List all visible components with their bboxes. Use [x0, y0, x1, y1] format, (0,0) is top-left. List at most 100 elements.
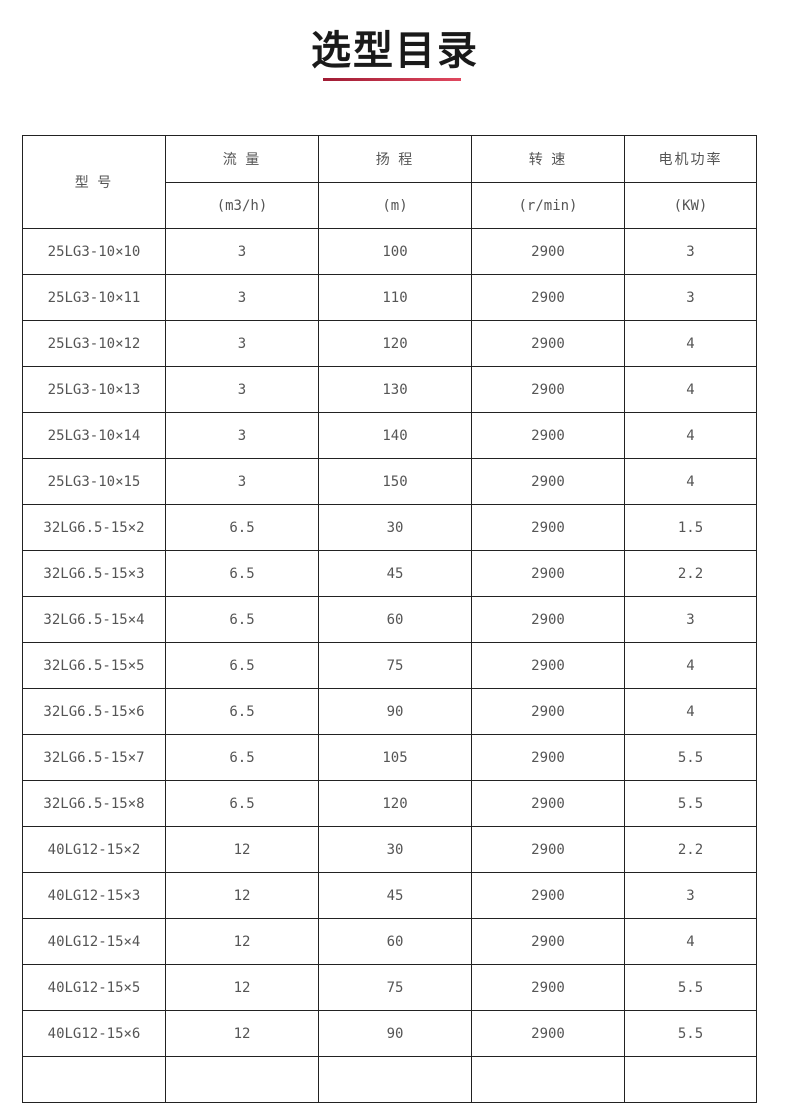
table-row: 25LG3-10×13 3 130 2900 4	[22, 366, 757, 413]
unit-speed: (r/min)	[471, 182, 625, 229]
cell-power: 4	[624, 642, 757, 689]
table-row: 40LG12-15×4 12 60 2900 4	[22, 918, 757, 965]
cell-speed: 2900	[471, 274, 625, 321]
empty-cell	[22, 1056, 166, 1103]
cell-model: 25LG3-10×12	[22, 320, 166, 367]
cell-speed: 2900	[471, 596, 625, 643]
cell-power: 5.5	[624, 964, 757, 1011]
cell-head: 90	[318, 688, 472, 735]
unit-power: (KW)	[624, 182, 757, 229]
cell-power: 3	[624, 228, 757, 275]
cell-speed: 2900	[471, 504, 625, 551]
empty-cell	[165, 1056, 319, 1103]
empty-cell	[624, 1056, 757, 1103]
table-row: 25LG3-10×11 3 110 2900 3	[22, 274, 757, 321]
cell-head: 75	[318, 964, 472, 1011]
header-speed: 转 速	[471, 135, 625, 183]
cell-model: 25LG3-10×10	[22, 228, 166, 275]
table-row: 25LG3-10×12 3 120 2900 4	[22, 320, 757, 367]
empty-cell	[471, 1056, 625, 1103]
cell-head: 75	[318, 642, 472, 689]
cell-speed: 2900	[471, 918, 625, 965]
table-row: 25LG3-10×14 3 140 2900 4	[22, 412, 757, 459]
cell-speed: 2900	[471, 366, 625, 413]
cell-flow: 3	[165, 274, 319, 321]
header-row: 型 号 流 量 扬 程 转 速 电机功率	[22, 135, 757, 229]
cell-head: 130	[318, 366, 472, 413]
cell-power: 4	[624, 918, 757, 965]
cell-flow: 3	[165, 320, 319, 367]
cell-speed: 2900	[471, 228, 625, 275]
cell-flow: 12	[165, 872, 319, 919]
page-title: 选型目录	[311, 28, 479, 74]
cell-speed: 2900	[471, 688, 625, 735]
cell-model: 25LG3-10×13	[22, 366, 166, 413]
cell-power: 2.2	[624, 826, 757, 873]
table-row: 25LG3-10×15 3 150 2900 4	[22, 458, 757, 505]
cell-flow: 6.5	[165, 596, 319, 643]
cell-speed: 2900	[471, 642, 625, 689]
cell-model: 25LG3-10×15	[22, 458, 166, 505]
cell-flow: 3	[165, 366, 319, 413]
cell-model: 40LG12-15×4	[22, 918, 166, 965]
table-row: 40LG12-15×5 12 75 2900 5.5	[22, 964, 757, 1011]
cell-flow: 12	[165, 826, 319, 873]
cell-model: 32LG6.5-15×5	[22, 642, 166, 689]
cell-model: 32LG6.5-15×4	[22, 596, 166, 643]
cell-flow: 6.5	[165, 550, 319, 597]
cell-model: 40LG12-15×3	[22, 872, 166, 919]
cell-speed: 2900	[471, 550, 625, 597]
cell-power: 1.5	[624, 504, 757, 551]
table-row: 25LG3-10×10 3 100 2900 3	[22, 228, 757, 275]
cell-head: 120	[318, 320, 472, 367]
cell-flow: 12	[165, 1010, 319, 1057]
table-row: 32LG6.5-15×7 6.5 105 2900 5.5	[22, 734, 757, 781]
cell-speed: 2900	[471, 964, 625, 1011]
table-row: 32LG6.5-15×2 6.5 30 2900 1.5	[22, 504, 757, 551]
cell-head: 90	[318, 1010, 472, 1057]
table-row: 40LG12-15×6 12 90 2900 5.5	[22, 1010, 757, 1057]
cell-flow: 6.5	[165, 504, 319, 551]
header-head: 扬 程	[318, 135, 472, 183]
cell-model: 25LG3-10×11	[22, 274, 166, 321]
cell-power: 4	[624, 320, 757, 367]
cell-head: 150	[318, 458, 472, 505]
cell-flow: 12	[165, 964, 319, 1011]
cell-model: 32LG6.5-15×8	[22, 780, 166, 827]
cell-flow: 6.5	[165, 734, 319, 781]
cell-speed: 2900	[471, 412, 625, 459]
cell-flow: 6.5	[165, 642, 319, 689]
cell-head: 105	[318, 734, 472, 781]
unit-row: (m3/h) (m) (r/min) (KW)	[23, 182, 757, 229]
cell-head: 45	[318, 550, 472, 597]
table-row: 32LG6.5-15×5 6.5 75 2900 4	[22, 642, 757, 689]
cell-power: 3	[624, 596, 757, 643]
title-underline	[323, 78, 461, 81]
table-row: 32LG6.5-15×6 6.5 90 2900 4	[22, 688, 757, 735]
cell-head: 60	[318, 918, 472, 965]
cell-speed: 2900	[471, 458, 625, 505]
cell-power: 4	[624, 412, 757, 459]
cell-speed: 2900	[471, 320, 625, 367]
selection-table: 型 号 流 量 扬 程 转 速 电机功率 (m3/h) (m) (r/min) …	[22, 135, 757, 1103]
table-row: 32LG6.5-15×3 6.5 45 2900 2.2	[22, 550, 757, 597]
cell-speed: 2900	[471, 872, 625, 919]
cell-flow: 3	[165, 458, 319, 505]
cell-model: 32LG6.5-15×7	[22, 734, 166, 781]
cell-model: 32LG6.5-15×2	[22, 504, 166, 551]
cell-power: 4	[624, 458, 757, 505]
empty-cell	[318, 1056, 472, 1103]
header-power: 电机功率	[624, 135, 757, 183]
cell-model: 40LG12-15×6	[22, 1010, 166, 1057]
cell-head: 30	[318, 504, 472, 551]
cell-model: 40LG12-15×2	[22, 826, 166, 873]
cell-flow: 3	[165, 228, 319, 275]
cell-model: 32LG6.5-15×6	[22, 688, 166, 735]
table-row: 32LG6.5-15×4 6.5 60 2900 3	[22, 596, 757, 643]
cell-speed: 2900	[471, 780, 625, 827]
cell-head: 60	[318, 596, 472, 643]
cell-flow: 3	[165, 412, 319, 459]
cell-head: 100	[318, 228, 472, 275]
table-row: 40LG12-15×3 12 45 2900 3	[22, 872, 757, 919]
cell-speed: 2900	[471, 1010, 625, 1057]
